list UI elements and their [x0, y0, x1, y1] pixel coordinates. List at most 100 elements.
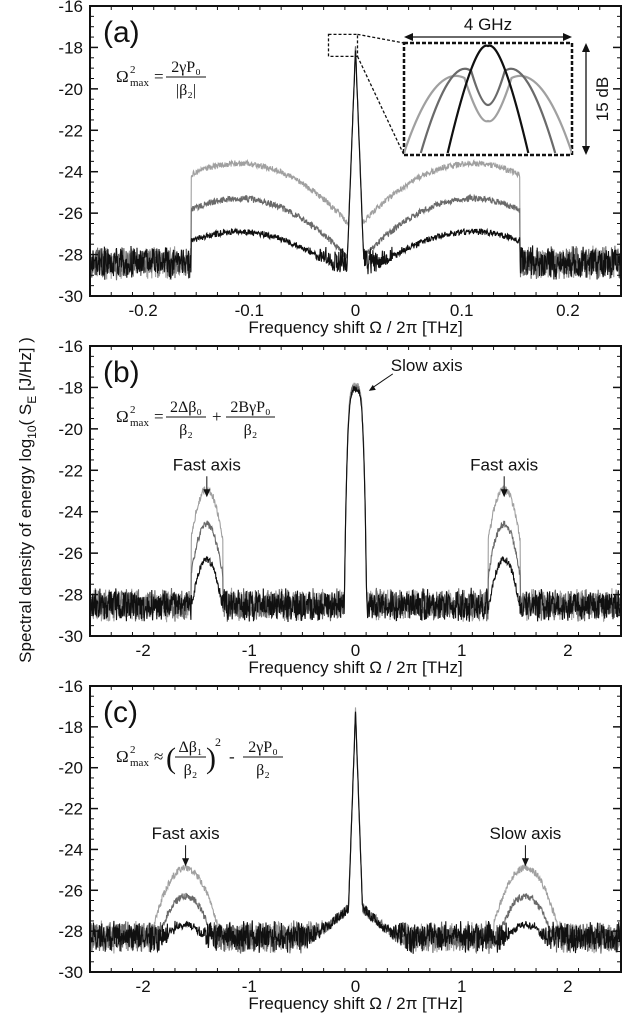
- y-tick-label: -26: [58, 544, 83, 563]
- formula-sub: max: [130, 417, 149, 429]
- y-tick-label: -26: [58, 204, 83, 223]
- y-tick-label: -28: [58, 922, 83, 941]
- y-tick-label: -22: [58, 461, 83, 480]
- formula-denominator: β₂: [244, 422, 258, 439]
- series-line: [90, 385, 621, 623]
- annotation-arrowhead: [521, 858, 529, 867]
- panel-label: (b): [103, 356, 140, 389]
- formula-lhs: Ω: [116, 747, 129, 766]
- x-tick-label: -1: [242, 977, 257, 996]
- y-tick-label: -24: [58, 503, 83, 522]
- y-tick-label: -28: [58, 586, 83, 605]
- inset: 4 GHz 15 dB: [327, 15, 612, 157]
- inset-curve: [404, 74, 572, 154]
- panel-label: (a): [103, 16, 140, 49]
- x-axis-title: Frequency shift Ω / 2π [THz]: [248, 994, 462, 1013]
- panel-b: -16 -18 -20 -22 -24 -26 -28 -30 -2 -1 0 1 2 Frequency…: [58, 337, 622, 677]
- arrowhead: [582, 146, 590, 155]
- x-tick-label: 1: [457, 977, 466, 996]
- arrowhead: [563, 33, 572, 41]
- formula-paren: (: [166, 742, 176, 775]
- formula-numerator: Δβ₁: [178, 739, 202, 756]
- panel-a: -16 -18 -20 -22 -24 -26 -28 -30 -0.2 -0.1 0 0.1 0.2 F…: [58, 0, 622, 337]
- zoom-box: [327, 33, 359, 58]
- formula-numerator: 2γP₀: [171, 59, 201, 76]
- formula-rel: =: [154, 407, 164, 426]
- panel-c: -16-18-20-22-24-26-28-30-2 -1 0 1 2Frequency…: [58, 677, 622, 1013]
- formula-numerator: 2BγP₀: [230, 399, 270, 416]
- series-line: [90, 384, 621, 622]
- y-tick-label: -18: [58, 38, 83, 57]
- annotation-arrowhead: [182, 858, 190, 867]
- formula-paren: ): [206, 742, 216, 775]
- series-line: [90, 707, 621, 954]
- formula-denominator: β₂: [256, 762, 270, 779]
- x-axis-title: Frequency shift Ω / 2π [THz]: [248, 318, 462, 337]
- y-tick-label: -16: [58, 677, 83, 696]
- formula-sup: 2: [130, 404, 136, 416]
- y-tick-label: -30: [58, 287, 83, 306]
- formula-denominator: |β₂|: [176, 82, 196, 99]
- annotation-label: Fast axis: [152, 824, 220, 843]
- zoom-connector: [357, 33, 405, 44]
- formula-op: -: [229, 747, 235, 766]
- x-tick-label: -0.2: [128, 301, 157, 320]
- series-line: [90, 711, 621, 954]
- x-tick-label: 0: [351, 641, 360, 660]
- formula-denominator: β₂: [184, 762, 198, 779]
- inset-height-label: 15 dB: [593, 77, 612, 121]
- inset-frame: [402, 41, 574, 157]
- y-tick-label: -18: [58, 378, 83, 397]
- annotation-label: Slow axis: [490, 824, 562, 843]
- formula-sub: max: [130, 77, 149, 89]
- x-tick-label: -2: [136, 641, 151, 660]
- annotation-label: Fast axis: [470, 455, 538, 474]
- x-tick-label: 0.1: [450, 301, 474, 320]
- y-tick-label: -16: [58, 0, 83, 16]
- formula-op: +: [212, 407, 222, 426]
- y-axis-title: Spectral density of energy log10( SE [J/…: [16, 337, 39, 663]
- formula-rel: ≈: [154, 747, 163, 766]
- formula-power: 2: [215, 735, 221, 749]
- series-line: [90, 382, 621, 623]
- inset-curve: [419, 67, 557, 154]
- annotation-arrowhead: [368, 384, 376, 391]
- x-tick-label: -1: [242, 641, 257, 660]
- annotation-arrow: [370, 373, 394, 390]
- y-tick-label: -24: [58, 840, 83, 859]
- y-tick-label: -20: [58, 80, 83, 99]
- x-tick-label: 0: [351, 977, 360, 996]
- annotation-arrowhead: [203, 489, 211, 498]
- x-tick-label: -2: [136, 977, 151, 996]
- y-tick-label: -20: [58, 759, 83, 778]
- formula-lhs: Ω: [116, 67, 129, 86]
- y-tick-label: -30: [58, 963, 83, 982]
- y-tick-label: -20: [58, 420, 83, 439]
- formula-denominator: β₂: [179, 422, 193, 439]
- panel-label: (c): [103, 696, 138, 729]
- x-axis-title: Frequency shift Ω / 2π [THz]: [248, 658, 462, 677]
- annotation-label: Fast axis: [173, 455, 241, 474]
- y-tick-label: -28: [58, 246, 83, 265]
- formula-numerator: 2γP₀: [248, 739, 278, 756]
- formula-sup: 2: [130, 744, 136, 756]
- series-line: [90, 50, 621, 281]
- y-tick-label: -22: [58, 800, 83, 819]
- inset-width-label: 4 GHz: [464, 15, 512, 34]
- x-tick-label: 0: [351, 301, 360, 320]
- inset-curve: [446, 44, 530, 154]
- y-tick-label: -30: [58, 627, 83, 646]
- x-tick-label: 2: [563, 977, 572, 996]
- formula-numerator: 2Δβ₀: [170, 399, 202, 416]
- y-tick-label: -26: [58, 881, 83, 900]
- formula-sup: 2: [130, 64, 136, 76]
- y-tick-label: -24: [58, 163, 83, 182]
- x-tick-label: 1: [457, 641, 466, 660]
- zoom-connector: [356, 56, 405, 156]
- formula-lhs: Ω: [116, 407, 129, 426]
- x-tick-label: -0.1: [235, 301, 264, 320]
- y-tick-label: -16: [58, 337, 83, 356]
